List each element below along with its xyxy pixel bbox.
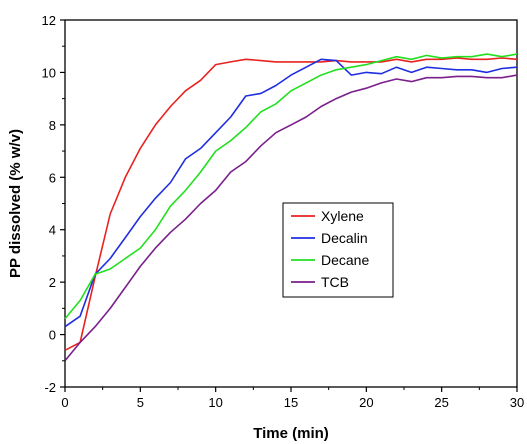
series-line-decane [64, 53, 518, 320]
legend-label-tcb: TCB [321, 274, 349, 290]
x-tick-label: 5 [137, 395, 144, 410]
x-axis-title: Time (min) [253, 425, 329, 442]
series-line-decalin [64, 58, 518, 328]
y-tick-label: 12 [42, 13, 56, 28]
x-axis-ticks: 0 5 10 15 20 25 30 [61, 387, 524, 410]
y-tick-label: 6 [49, 170, 56, 185]
x-tick-label: 10 [208, 395, 222, 410]
x-tick-label: 15 [284, 395, 298, 410]
y-tick-label: 8 [49, 118, 56, 133]
legend-label-xylene: Xylene [321, 208, 364, 224]
y-tick-label: 10 [42, 65, 56, 80]
y-axis-title: PP dissolved (% w/v) [7, 129, 24, 278]
x-tick-label: 0 [61, 395, 68, 410]
series-line-tcb [64, 74, 518, 362]
legend-label-decalin: Decalin [321, 230, 368, 246]
y-tick-label: 0 [49, 328, 56, 343]
y-tick-label: 4 [49, 223, 56, 238]
legend: Xylene Decalin Decane TCB [282, 202, 394, 298]
y-tick-label: 2 [49, 275, 56, 290]
x-tick-label: 30 [510, 395, 524, 410]
x-tick-label: 20 [359, 395, 373, 410]
y-axis-ticks: -2 0 2 4 6 8 10 12 [42, 13, 65, 395]
legend-label-decane: Decane [321, 252, 369, 268]
legend-box [282, 202, 394, 298]
x-tick-label: 25 [434, 395, 448, 410]
series-layer [64, 53, 518, 362]
series-line-xylene [64, 57, 518, 352]
y-tick-label: -2 [44, 380, 56, 395]
